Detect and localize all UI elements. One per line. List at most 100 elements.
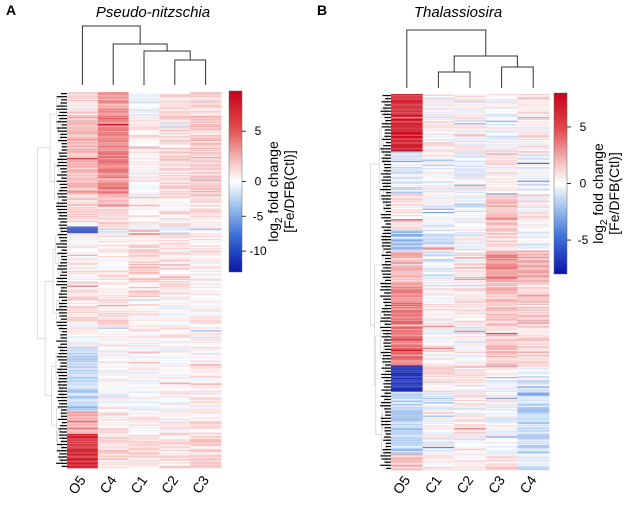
heatmap-cell [190,264,222,266]
heatmap-cell [485,195,518,197]
heatmap-cell [454,331,487,333]
heatmap-cell [128,343,160,346]
heatmap-cell [67,272,99,274]
heatmap-cell [159,453,191,455]
heatmap-cell [97,236,129,239]
heatmap-cell [67,294,99,297]
heatmap-cell [517,126,550,128]
heatmap-cell [422,114,455,117]
heatmap-cell [517,379,550,381]
heatmap-cell [190,262,222,265]
heatmap-cell [190,185,222,187]
heatmap-cell [422,357,455,359]
heatmap-cell [422,343,455,346]
heatmap-cell [128,367,160,370]
heatmap-cell [190,327,222,330]
heatmap-cell [422,388,455,390]
heatmap-cell [391,108,423,111]
heatmap-cell [190,356,222,358]
heatmap-cell [97,356,129,358]
heatmap-cell [422,416,455,419]
heatmap-cell [422,445,455,448]
heatmap-cell [97,201,129,203]
heatmap-cell [190,251,222,254]
heatmap-cell [454,370,487,373]
heatmap-cell [391,129,423,131]
heatmap-cell [159,413,191,415]
heatmap-cell [391,411,423,413]
heatmap-cell [67,212,99,215]
heatmap-cell [422,100,455,102]
heatmap-cell [67,293,99,296]
heatmap-cell [159,270,191,273]
heatmap-cell [454,326,487,329]
heatmap-cell [128,457,160,460]
heatmap-cell [454,377,487,379]
heatmap-cell [159,202,191,205]
heatmap-cell [128,203,160,206]
heatmap-cell [190,367,222,370]
heatmap-cell [190,333,222,336]
heatmap-cell [67,95,99,97]
heatmap-cell [422,461,455,464]
heatmap-cell [422,453,455,455]
heatmap-cell [97,381,129,383]
heatmap-cell [391,159,423,162]
heatmap-cell [391,225,423,227]
heatmap-cell [517,433,550,435]
heatmap-cell [422,159,455,162]
heatmap-cell [454,404,487,406]
heatmap-cell [517,259,550,261]
heatmap-cell [67,287,99,290]
heatmap-cell [454,252,487,255]
heatmap-cell [517,104,550,106]
heatmap-cell [159,93,191,95]
heatmap-cell [422,213,455,215]
heatmap-cell [391,245,423,247]
heatmap-cell [67,432,99,435]
heatmap-cell [517,439,550,442]
heatmap-cell [190,236,222,239]
column-label: C3 [485,472,508,496]
heatmap-cell [67,205,99,208]
heatmap-cell [517,366,550,368]
heatmap-cell [159,136,191,138]
heatmap-cell [422,118,455,120]
heatmap-cell [97,327,129,330]
heatmap-cell [485,101,518,103]
heatmap-cell [97,175,129,177]
heatmap-cell [454,139,487,142]
heatmap-cell [485,369,518,372]
heatmap-cell [485,288,518,290]
heatmap-cell [391,214,423,216]
heatmap-cell [67,137,99,140]
heatmap-cell [128,381,160,383]
heatmap-cell [454,356,487,358]
heatmap-cell [485,467,518,470]
heatmap-cell [391,374,423,377]
heatmap-cell [422,440,455,443]
heatmap-cell [454,368,487,371]
heatmap-cell [517,143,550,145]
heatmap-cell [159,354,191,356]
heatmap-cell [485,321,518,324]
heatmap-cell [422,317,455,319]
heatmap-cell [67,178,99,181]
heatmap-cell [485,444,518,447]
heatmap-cell [67,119,99,121]
heatmap-cell [190,147,222,150]
heatmap-cell [67,290,99,292]
heatmap-cell [67,447,99,449]
heatmap-cell [190,313,222,315]
heatmap-cell [159,245,191,248]
heatmap-cell [97,373,129,375]
heatmap-cell [517,203,550,206]
heatmap-cell [67,144,99,146]
heatmap-cell [517,288,550,290]
heatmap-cell [128,268,160,271]
heatmap-cell [485,218,518,220]
heatmap-cell [67,175,99,177]
heatmap-cell [422,332,455,334]
heatmap-cell [391,152,423,154]
heatmap-cell [391,124,423,126]
